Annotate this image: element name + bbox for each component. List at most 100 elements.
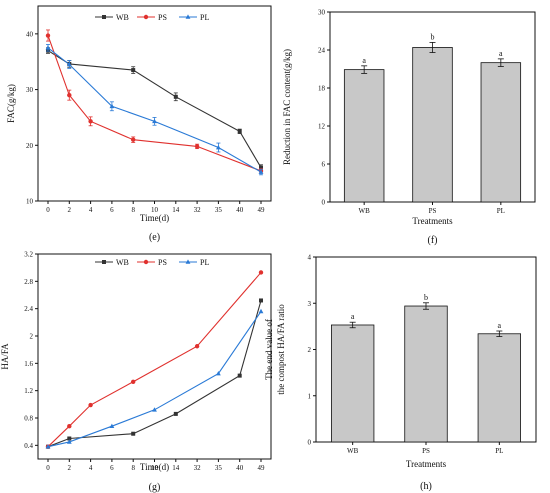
panel-h-y-tick-label: 3 [308,300,312,308]
panel-g-y-tick-label: 1.2 [24,387,33,395]
panel-g-y-tick-label: 2.4 [24,305,33,313]
panel-h-x-tick-label: PS [422,447,430,455]
panel-e-y-tick-label: 20 [26,142,34,150]
panel-h-x-axis-title: Treatments [406,459,447,469]
panel-g-x-tick-label: 6 [110,464,114,472]
panel-g-series-pl-point [152,407,157,412]
panel-g-y-axis-title: HA/FA [0,343,10,370]
panel-g-y-tick-label: 2.8 [24,278,33,286]
panel-f-x-tick-label: WB [359,207,371,215]
panel-e-plot-frame [37,5,272,202]
panel-g-series-wb-point [131,431,136,436]
panel-h-significance-label: a [351,312,355,321]
panel-f-significance-label: a [362,56,366,65]
panel-f-y-tick-label: 24 [318,47,326,55]
panel-e-line-chart: 0 2 4 6 8 10 14 32 35 40 49 10 20 30 40 WB PS PL Time(d)… [6,5,272,243]
panel-e-series-wb-point [237,129,242,134]
panel-g-series-wb-point [173,411,178,416]
panel-g-x-tick-label: 4 [89,464,93,472]
panel-g-series-ps-point [88,402,93,408]
panel-g-series-pl-point [216,370,221,376]
panel-h-bar-wb [330,324,375,443]
panel-e-legend-pl-marker [185,14,191,19]
panel-g-series-pl-point [45,444,51,449]
panel-e-series-ps-line [47,35,262,172]
panel-g-x-tick-label: 32 [194,464,202,472]
panel-g-legend-pl-label: PL [200,258,209,267]
panel-f-y-axis-title: Reduction in FAC content(g/kg) [282,49,292,165]
panel-e-series-ps-point [45,33,51,38]
panel-f-label: (f) [428,235,438,246]
panel-e-series-pl-point [152,118,157,124]
panel-f-y-tick-label: 12 [318,123,326,131]
panel-f-y-tick-label: 6 [322,161,326,169]
panel-g-legend-pl-marker [185,259,191,264]
panel-g-series-pl-line [47,311,262,448]
panel-g-x-tick-label: 10 [151,464,159,472]
panel-h-y-tick-label: 2 [308,346,312,354]
panel-e-series-wb-point [173,94,178,99]
panel-g-series-pl-point [109,423,115,428]
panel-g-series-wb-point [237,373,242,378]
panel-g-legend-ps-marker [143,259,149,265]
panel-h-y-tick-label: 0 [308,439,312,447]
panel-g-legend-wb-marker [102,260,106,264]
panel-g-y-tick-label: 1.6 [24,360,33,368]
panel-f-x-axis-title: Treatments [412,216,453,226]
panel-f-bar-ps [412,47,453,203]
panel-h-label: (h) [420,481,432,492]
panel-h-bar-chart: 0 1 2 3 4 WB PS PL a b a Treatments The end value… [264,254,537,492]
panel-g-series-wb-point [259,298,263,303]
panel-h-significance-label: b [424,293,428,302]
panel-g-series-pl-point [258,308,264,314]
panel-g-series-ps-point [67,424,72,429]
panel-e-label: (e) [149,232,160,243]
panel-e-series-wb-point [259,165,263,170]
panel-e-x-tick-label: 2 [68,206,72,214]
panel-f-significance-label: b [431,32,435,41]
panel-g-series-ps-point [131,379,136,384]
panel-f-y-tick-label: 18 [318,85,326,93]
panel-h-significance-label: a [498,321,502,330]
panel-f-x-tick-label: PL [497,207,505,215]
panel-g-y-tick-label: 3.2 [24,251,33,259]
panel-f-bar-wb [343,69,385,203]
panel-f-y-tick-label: 30 [318,9,326,17]
panel-e-series-ps-point [67,92,72,98]
panel-e-series-pl-point [109,103,115,109]
panel-g-x-tick-label: 0 [46,464,50,472]
panel-f-bar-chart: 0 6 12 18 24 30 WB PS PL a b a Treatments Reductio… [282,9,536,246]
panel-g-x-tick-label: 8 [131,464,135,472]
panel-g-x-tick-label: 14 [172,464,180,472]
panel-e-legend-wb-label: WB [116,13,129,22]
panel-e-x-tick-label: 35 [215,206,223,214]
panel-g-label: (g) [149,482,161,493]
panel-g-line-chart: 0 2 4 6 8 10 14 32 35 40 490.40.81.21.622.42.83.2 … [0,251,272,493]
panel-h-y-axis-title-line-1: The end value of [264,319,274,380]
panel-e-y-axis-title: FAC(g/kg) [6,84,16,123]
panel-g-x-axis-title: Time(d) [140,462,169,472]
panel-e-series-pl-point [45,45,51,50]
panel-e-series-ps-point [194,144,200,149]
panel-g-series-wb-line [47,300,262,448]
panel-e-series-pl-point [258,169,264,174]
panel-g-legend-wb-label: WB [116,258,129,267]
panel-g-series-ps-point [194,344,200,349]
panel-h-y-axis-title-line-2: the compost HA/FA ratio [276,304,286,395]
panel-h-x-tick-label: WB [347,447,359,455]
panel-f-significance-label: a [499,49,503,58]
panel-g-series-wb-point [67,436,72,441]
panel-e-x-axis-title: Time(d) [140,213,169,223]
panel-e-legend-ps-label: PS [158,13,167,22]
panel-g-y-tick-label: 0.4 [24,442,33,450]
panel-e-x-tick-label: 49 [258,206,266,214]
panel-e-x-tick-label: 0 [46,206,50,214]
panel-e-x-tick-label: 8 [131,206,135,214]
panel-g-legend-ps-label: PS [158,258,167,267]
panel-g-x-tick-label: 40 [236,464,244,472]
panel-e-series-wb-point [131,68,136,73]
panel-f-bar-pl [480,62,522,203]
panel-e-y-tick-label: 30 [26,86,34,94]
panel-g-series-ps-line [47,272,262,448]
